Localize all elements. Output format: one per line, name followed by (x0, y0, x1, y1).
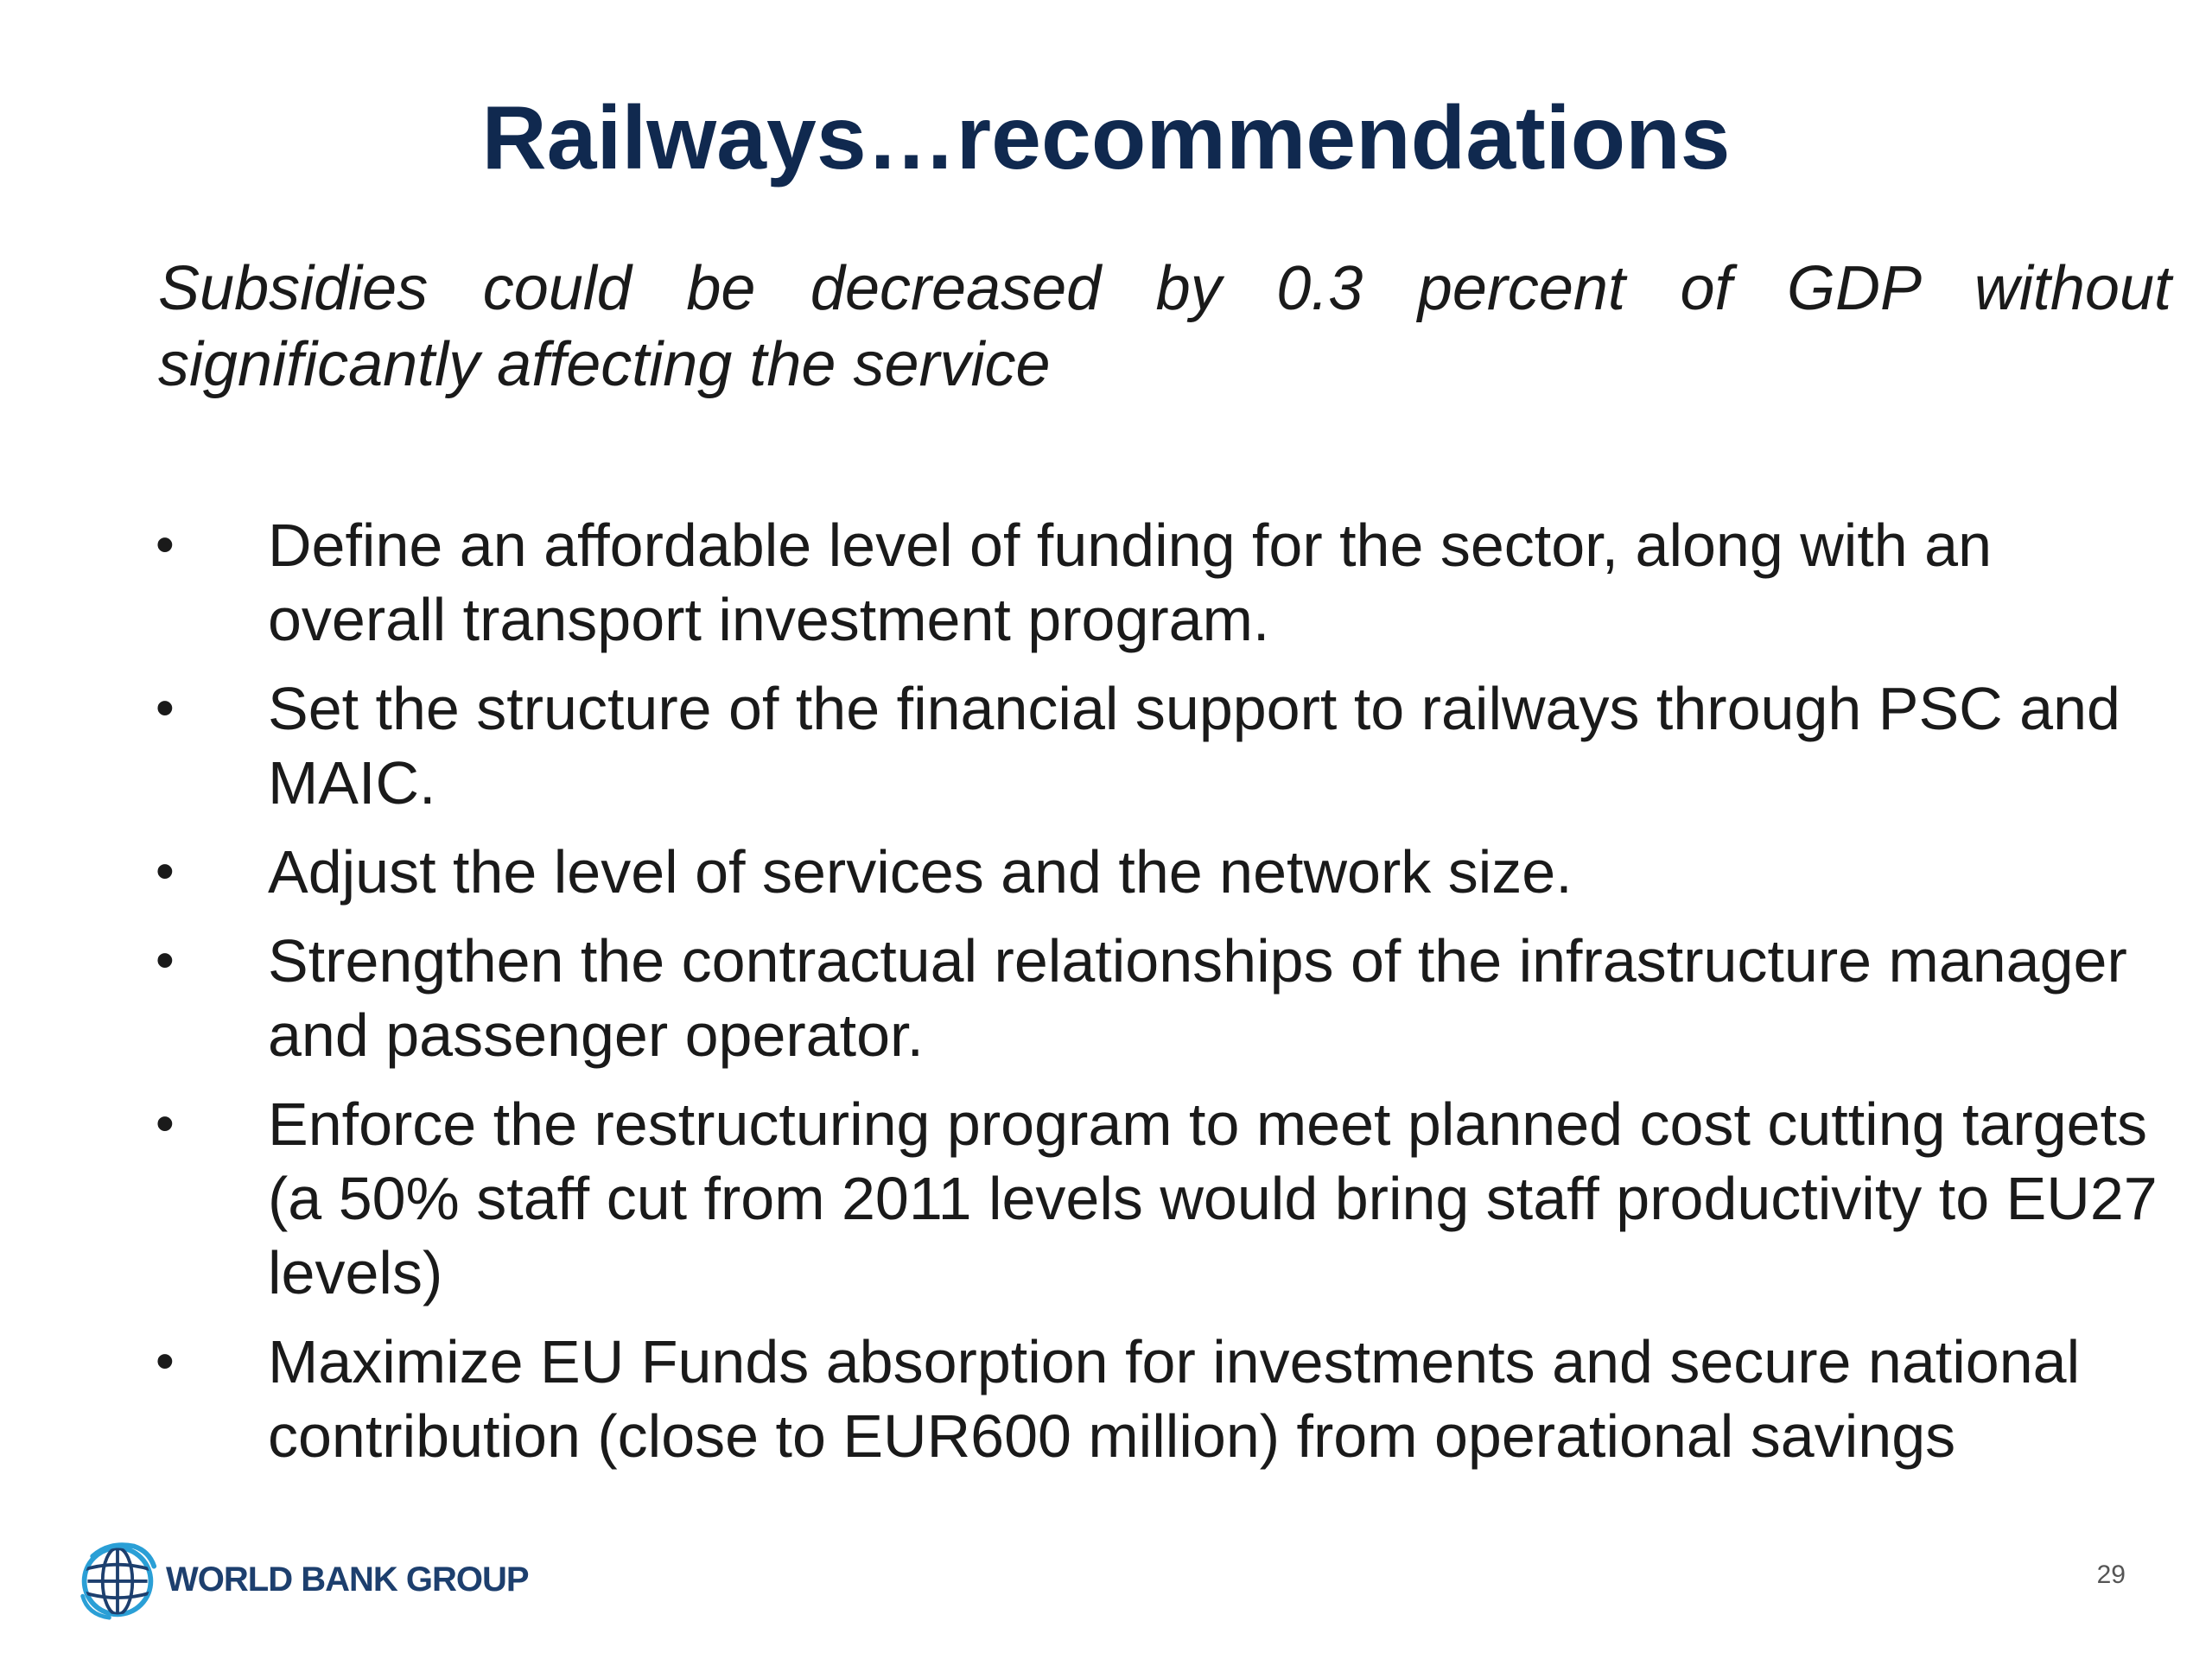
bullet-item-services: • Adjust the level of services and the n… (0, 835, 2212, 909)
bullet-item-eu-funds: • Maximize EU Funds absorption for inves… (0, 1325, 2212, 1473)
intro-statement: Subsidies could be decreased by 0.3 perc… (158, 254, 2171, 399)
bullet-item-contracts: • Strengthen the contractual relationshi… (0, 924, 2212, 1072)
logo-text: WORLD BANK GROUP (166, 1560, 530, 1599)
bullet-marker: • (156, 1332, 175, 1391)
bullet-item-restructuring: • Enforce the restructuring program to m… (0, 1087, 2212, 1310)
bullet-marker: • (156, 931, 175, 990)
bullet-marker: • (156, 515, 175, 575)
bullet-text: Enforce the restructuring program to mee… (268, 1090, 2158, 1306)
page-number: 29 (2096, 1560, 2126, 1589)
bullet-marker: • (156, 842, 175, 901)
bullet-text: Strengthen the contractual relationships… (268, 927, 2127, 1069)
bullet-text: Define an affordable level of funding fo… (268, 512, 1993, 653)
bullet-marker: • (156, 1094, 175, 1154)
world-bank-group-logo: WORLD BANK GROUP (76, 1536, 530, 1623)
bullet-list: • Define an affordable level of funding … (0, 508, 2212, 1488)
globe-icon (80, 1542, 157, 1620)
bullet-marker: • (156, 678, 175, 738)
slide-title: Railways…recommendations (481, 88, 1731, 188)
bullet-item-financial-support: • Set the structure of the financial sup… (0, 671, 2212, 820)
bullet-text: Adjust the level of services and the net… (268, 838, 1573, 906)
bullet-item-funding: • Define an affordable level of funding … (0, 508, 2212, 657)
bullet-text: Set the structure of the financial suppo… (268, 675, 2120, 817)
bullet-text: Maximize EU Funds absorption for investm… (268, 1328, 2081, 1470)
